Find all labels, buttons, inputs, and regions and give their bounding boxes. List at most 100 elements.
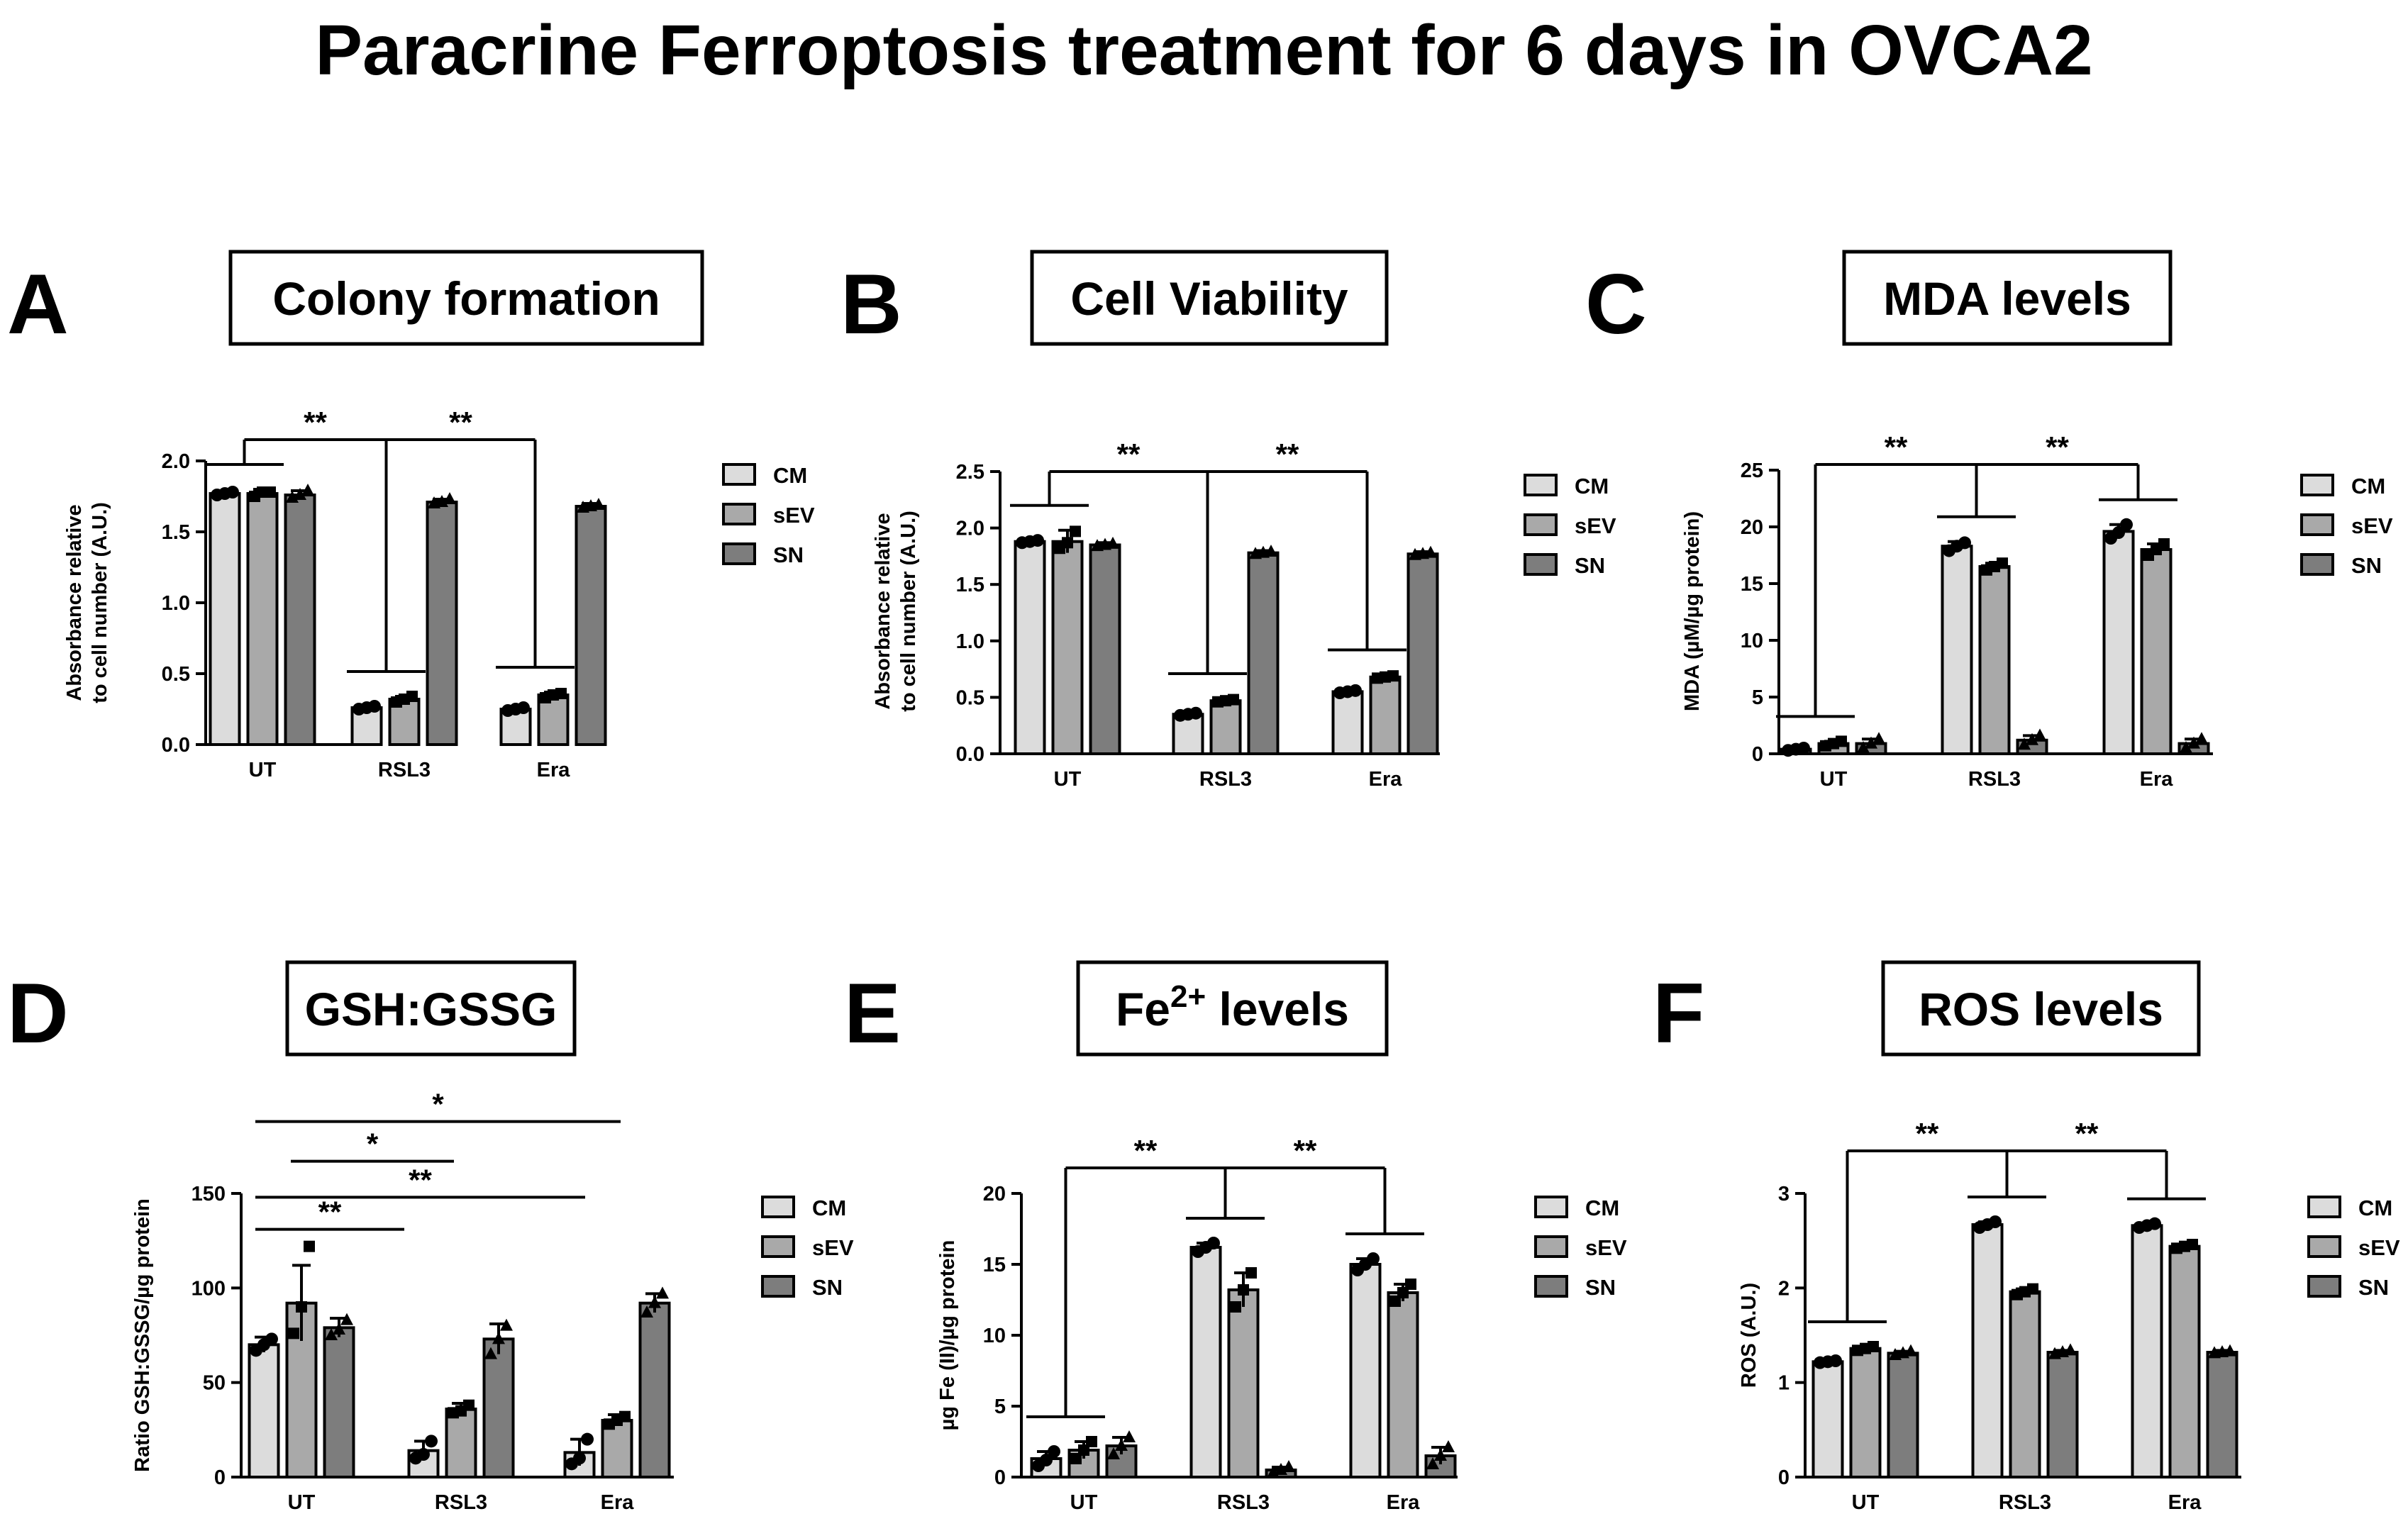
data-point-triangle <box>2224 1344 2236 1357</box>
significance-label: ** <box>409 1163 432 1196</box>
data-point-circle <box>2120 518 2133 531</box>
legend-swatch-cm <box>761 1196 795 1218</box>
data-point-triangle <box>2180 741 2192 753</box>
data-point-circle <box>368 700 381 713</box>
bar-sn <box>1089 543 1121 755</box>
data-point-circle <box>1829 1354 1842 1367</box>
bar-sn <box>1247 551 1280 756</box>
y-tick-label: 0 <box>994 1466 1006 1489</box>
legend-swatch-sev <box>761 1235 795 1258</box>
bar-cm <box>1014 540 1046 755</box>
data-point-triangle <box>1107 1447 1120 1459</box>
legend-label: sEV <box>2358 1235 2400 1260</box>
data-point-triangle <box>1424 545 1437 558</box>
data-point-triangle <box>2064 1343 2077 1356</box>
data-point-square <box>2158 538 2170 550</box>
legend-swatch-cm <box>1534 1196 1568 1218</box>
y-tick-label: 2.5 <box>956 461 984 484</box>
legend-label: CM <box>2351 474 2385 499</box>
bar-sn <box>426 501 458 746</box>
y-axis-label-line: MDA (µM/µg protein) <box>1681 511 1704 711</box>
bar-sn <box>638 1301 671 1478</box>
data-point-square <box>1245 1267 1257 1279</box>
bar-sev <box>1227 1288 1260 1478</box>
data-point-triangle <box>294 488 306 500</box>
bar-sev <box>1209 699 1242 756</box>
figure-title: Paracrine Ferroptosis treatment for 6 da… <box>315 11 2093 90</box>
y-axis-label-line: Absorbance relative <box>63 504 86 701</box>
data-point-triangle <box>1904 1344 1917 1357</box>
x-tick-label: RSL3 <box>1968 768 2021 791</box>
panel-f: F ROS levels 0 1 2 3 ROS (A.U.) UT RSL3 Era CM sEV S… <box>1653 960 2400 1514</box>
data-point-triangle <box>1426 1457 1439 1469</box>
x-tick-label: Era <box>601 1491 635 1514</box>
significance-label: ** <box>1294 1134 1317 1167</box>
data-point-square <box>296 1301 307 1313</box>
panel-b: B Cell Viability 0.0 0.5 1.0 1.5 2.0 2.5 Absorba… <box>840 250 1616 791</box>
y-axis-label-line: to cell number (A.U.) <box>89 502 111 703</box>
panel-title-rest: levels <box>1206 983 1349 1035</box>
data-point-circle <box>417 1448 430 1461</box>
data-point-square <box>1868 1341 1879 1352</box>
data-point-square <box>1062 537 1073 549</box>
panel-title-base: Fe <box>1116 983 1170 1035</box>
y-tick-label: 10 <box>983 1325 1006 1347</box>
y-tick-label: 25 <box>1741 460 1763 482</box>
panel-title: Cell Viability <box>1070 272 1348 325</box>
bar-sev <box>1369 675 1402 756</box>
data-point-circle <box>2112 526 2125 539</box>
legend-label: sEV <box>2351 513 2393 538</box>
data-point-circle <box>1031 534 1044 547</box>
y-tick-label: 1.0 <box>162 592 190 615</box>
legend-label: SN <box>2351 553 2382 578</box>
y-axis-label-line: Absorbance relative <box>872 513 894 709</box>
data-point-triangle <box>301 484 314 496</box>
y-tick-label: 2.0 <box>956 518 984 540</box>
bar-sn <box>1887 1352 1919 1479</box>
y-tick-label: 0.0 <box>956 743 984 766</box>
legend-label: SN <box>773 542 804 567</box>
bar-sev <box>2009 1290 2041 1478</box>
legend-label: CM <box>1575 474 1609 499</box>
y-tick-label: 0.5 <box>956 686 984 709</box>
bar-cm <box>1331 690 1364 755</box>
data-point-circle <box>226 486 239 499</box>
data-point-square <box>1405 1279 1416 1290</box>
data-point-triangle <box>443 492 456 504</box>
data-point-square <box>1070 525 1081 538</box>
bar-sev <box>601 1419 633 1478</box>
bar-cm <box>1811 1360 1844 1479</box>
y-tick-label: 1 <box>1778 1372 1790 1395</box>
x-tick-label: Era <box>1387 1491 1421 1514</box>
legend-swatch-sev <box>722 503 756 525</box>
data-point-triangle <box>1442 1440 1455 1452</box>
data-point-square <box>1228 694 1239 706</box>
y-tick-label: 150 <box>192 1183 226 1205</box>
legend-label: SN <box>1575 553 1605 578</box>
y-tick-label: 20 <box>1741 516 1763 539</box>
panel-letter: F <box>1653 966 1704 1061</box>
y-tick-label: 50 <box>203 1372 226 1395</box>
significance-label: * <box>432 1088 444 1121</box>
data-point-triangle <box>2018 737 2031 750</box>
panel-title: MDA levels <box>1883 272 2131 325</box>
x-tick-label: Era <box>2168 1491 2202 1514</box>
legend-label: CM <box>2358 1196 2392 1220</box>
x-tick-label: UT <box>1070 1491 1098 1514</box>
significance-label: ** <box>2046 430 2069 464</box>
panel-e: E Fe2+ levels 0 5 10 15 20 µg Fe (II)/µg protei… <box>844 960 1627 1514</box>
y-tick-label: 2.0 <box>162 450 190 473</box>
panel-d: D GSH:GSSG 0 50 100 150 Ratio GSH:GSSG/µg prot… <box>7 960 854 1514</box>
legend-swatch-sn <box>2307 1275 2341 1298</box>
data-point-triangle <box>1265 545 1277 557</box>
x-tick-label: UT <box>1820 768 1848 791</box>
data-point-triangle <box>1282 1460 1295 1472</box>
y-axis-label: Absorbance relative to cell number (A.U.) <box>872 511 920 712</box>
significance-label: ** <box>1117 438 1141 471</box>
x-tick-label: UT <box>1054 768 1082 791</box>
data-point-circle <box>1207 1237 1220 1249</box>
significance-label: ** <box>1916 1117 1939 1150</box>
data-point-square <box>304 1240 315 1252</box>
panel-title-box <box>285 960 577 1057</box>
data-point-triangle <box>2026 733 2038 745</box>
